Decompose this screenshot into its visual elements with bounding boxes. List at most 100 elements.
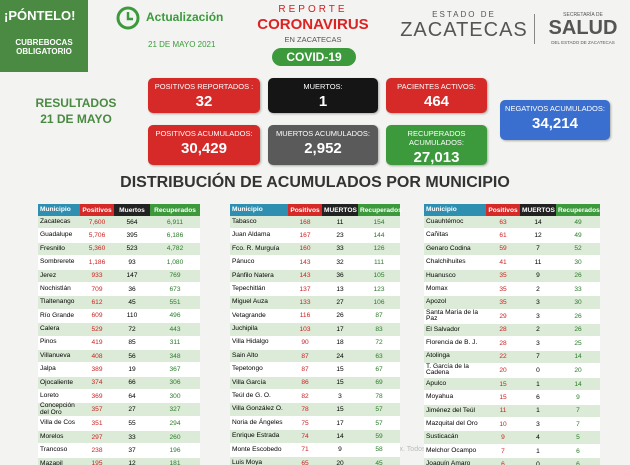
cell: 17 [322, 322, 358, 337]
data-row: Luis Moya 65 20 45 [230, 456, 400, 465]
data-row: Melchor Ocampo 7 1 6 [424, 444, 600, 459]
data-row: Jalpa 389 19 367 [38, 362, 200, 377]
cell: 6,911 [150, 216, 200, 230]
data-row: Villa Hidalgo 90 18 72 [230, 336, 400, 350]
cell: 83 [358, 322, 400, 337]
cell: 7,600 [80, 216, 114, 230]
stat-box: MUERTOS: 1 [268, 78, 378, 113]
cell: 15 [486, 377, 520, 392]
cell: Morelos [38, 430, 80, 445]
cell: El Salvador [424, 323, 486, 338]
cell: Chalchihuites [424, 255, 486, 270]
data-row: El Salvador 28 2 26 [424, 323, 600, 338]
data-row: Mazapil 195 12 181 [38, 457, 200, 465]
stat-label: MUERTOS ACUMULADOS: [276, 129, 370, 138]
stat-box: POSITIVOS ACUMULADOS: 30,429 [148, 125, 260, 165]
data-row: Loreto 369 64 300 [38, 389, 200, 404]
column-header: Municipio [38, 204, 80, 216]
data-row: Noria de Ángeles 75 17 57 [230, 416, 400, 431]
cell: 110 [114, 309, 150, 324]
cell: 28 [486, 323, 520, 338]
column-header: Recuperados [358, 204, 402, 216]
cell: 933 [80, 269, 114, 283]
cell: 15 [322, 402, 358, 417]
mask-text: CUBREBOCAS OBLIGATORIO [15, 38, 73, 56]
cell: Río Grande [38, 309, 80, 324]
cell: Villa González O. [230, 402, 288, 417]
cell: 1,080 [150, 255, 200, 270]
footer: © 2021 zacatecas.gob.mx. Todos los derec… [322, 446, 506, 453]
cell: 357 [80, 402, 114, 418]
data-row: Enrique Estrada 74 14 59 [230, 429, 400, 444]
cell: Pánuco [230, 255, 288, 270]
cell: 55 [114, 416, 150, 431]
cell: Cañitas [424, 228, 486, 243]
cell: 529 [80, 322, 114, 337]
cell: Noria de Ángeles [230, 416, 288, 431]
cell: 26 [322, 309, 358, 324]
cell: Ojocaliente [38, 376, 80, 391]
cell: 74 [288, 429, 322, 444]
sec-pre: SECRETARÍA DE [563, 12, 603, 18]
cell: Fco. R. Murguía [230, 242, 288, 257]
cell: 27 [322, 295, 358, 310]
cell: 58 [358, 443, 400, 458]
cell: 5,706 [80, 228, 114, 243]
cell: 12 [520, 228, 556, 243]
data-row: Cañitas 61 12 49 [424, 228, 600, 243]
cell: 1 [520, 377, 556, 392]
cell: 26 [556, 323, 600, 338]
sec-post: DEL ESTADO DE ZACATECAS [551, 40, 615, 45]
data-row: T. García de la Cadena 20 0 20 [424, 363, 600, 378]
cell: Sombrerete [38, 255, 80, 270]
cell: 30 [556, 255, 600, 270]
cell: 294 [150, 416, 200, 431]
cell: 63 [358, 349, 400, 364]
column-header: Municipio [230, 204, 288, 216]
cell: 3 [520, 417, 556, 432]
cell: Florencia de B. J. [424, 336, 486, 351]
cell: 7 [520, 350, 556, 364]
municipio-table: Municipio Positivos Muertos Recuperados Zaca… [38, 204, 200, 465]
cell: 143 [288, 269, 322, 283]
cell: 12 [114, 457, 150, 465]
data-row: Fco. R. Murguía 160 33 126 [230, 242, 400, 257]
cell: 20 [486, 363, 520, 378]
cell: 374 [80, 376, 114, 391]
update-label: Actualización [146, 10, 224, 24]
cell: Miguel Auza [230, 295, 288, 310]
cell: 57 [358, 416, 400, 431]
data-row: Concepción del Oro 357 27 327 [38, 402, 200, 418]
cell: 6,186 [150, 228, 200, 243]
cell: Jiménez del Teúl [424, 404, 486, 419]
stat-value: 30,429 [181, 140, 227, 157]
data-row: Atolinga 22 7 14 [424, 350, 600, 364]
cell: Vetagrande [230, 309, 288, 324]
data-row: Joaquín Amaro 6 0 6 [424, 457, 600, 465]
cell: 37 [114, 443, 150, 458]
header-row: Municipio Positivos Muertos Recuperados [38, 204, 200, 216]
cell: Atolinga [424, 350, 486, 364]
data-row: Río Grande 609 110 496 [38, 309, 200, 324]
cell: 496 [150, 309, 200, 324]
cell: 106 [358, 295, 400, 310]
stat-label: MUERTOS: [303, 82, 343, 91]
cell: Susticacán [424, 430, 486, 445]
cell: Juchipila [230, 322, 288, 337]
data-row: Sain Alto 87 24 63 [230, 349, 400, 364]
cell: 260 [150, 430, 200, 445]
cell: 64 [114, 389, 150, 404]
cell: 17 [322, 416, 358, 431]
column-header: Recuperados [150, 204, 200, 216]
cell: 408 [80, 349, 114, 364]
cell: 71 [288, 443, 322, 458]
cell: 27 [114, 402, 150, 418]
stat-label: POSITIVOS REPORTADOS : [154, 82, 254, 91]
data-row: Villa García 86 15 69 [230, 376, 400, 391]
cell: Jerez [38, 269, 80, 283]
cell: 300 [150, 389, 200, 404]
cell: 154 [358, 216, 400, 230]
cell: 126 [358, 242, 400, 257]
cell: 123 [358, 282, 400, 297]
